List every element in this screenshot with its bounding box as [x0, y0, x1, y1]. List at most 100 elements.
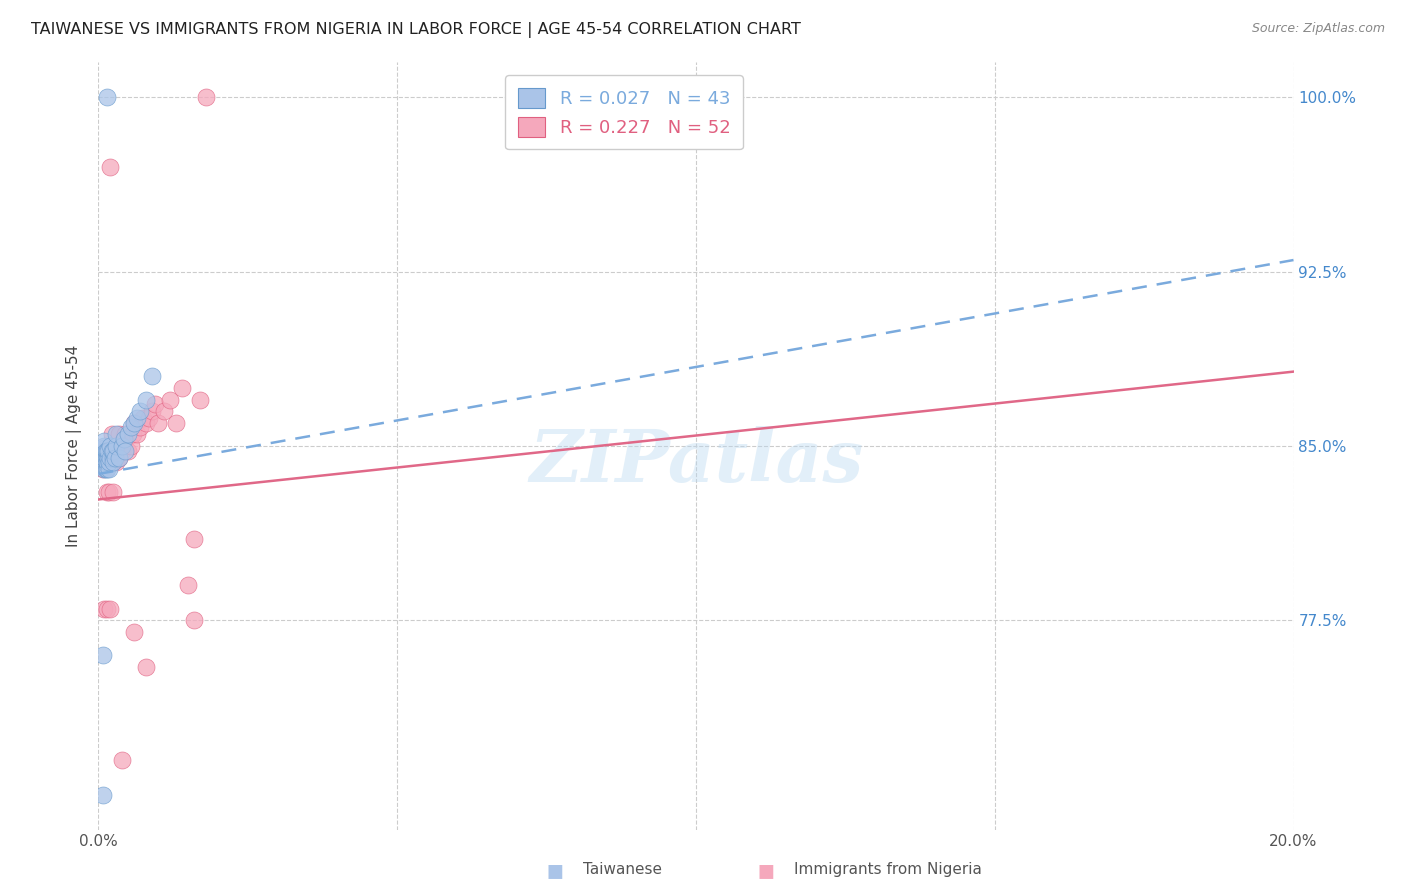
Point	[141, 404, 163, 418]
Point	[120, 420, 142, 434]
Point	[91, 788, 114, 802]
Point	[117, 443, 139, 458]
Point	[96, 450, 118, 465]
Point	[96, 443, 118, 458]
Point	[94, 443, 117, 458]
Point	[98, 485, 121, 500]
Point	[98, 455, 121, 469]
Point	[103, 485, 125, 500]
Point	[103, 455, 125, 469]
Point	[101, 455, 124, 469]
Point	[122, 427, 145, 442]
Point	[135, 392, 157, 407]
Point	[93, 439, 115, 453]
Point	[165, 416, 187, 430]
Point	[93, 601, 115, 615]
Point	[93, 442, 115, 456]
Point	[129, 404, 152, 418]
Point	[97, 443, 120, 458]
Point	[135, 416, 157, 430]
Point	[96, 485, 118, 500]
Point	[103, 443, 125, 458]
Point	[132, 411, 155, 425]
Point	[138, 411, 160, 425]
Point	[91, 648, 114, 663]
Point	[172, 381, 194, 395]
Point	[97, 450, 120, 465]
Point	[93, 455, 115, 469]
Point	[105, 439, 128, 453]
Point	[98, 462, 121, 476]
Point	[101, 450, 124, 465]
Point	[124, 416, 146, 430]
Point	[93, 450, 115, 465]
Point	[100, 443, 122, 458]
Point	[98, 450, 122, 465]
Point	[143, 397, 166, 411]
Point	[94, 450, 117, 465]
Text: ▪: ▪	[756, 855, 776, 884]
Point	[108, 450, 131, 465]
Legend: R = 0.027   N = 43, R = 0.227   N = 52: R = 0.027 N = 43, R = 0.227 N = 52	[506, 75, 742, 149]
Text: Source: ZipAtlas.com: Source: ZipAtlas.com	[1251, 22, 1385, 36]
Point	[98, 601, 122, 615]
Text: ZIPatlas: ZIPatlas	[529, 425, 863, 497]
Point	[129, 420, 152, 434]
Point	[111, 753, 134, 767]
Point	[105, 455, 128, 469]
Point	[183, 532, 205, 546]
Point	[108, 427, 131, 442]
Point	[104, 443, 127, 458]
Y-axis label: In Labor Force | Age 45-54: In Labor Force | Age 45-54	[66, 345, 83, 547]
Point	[120, 439, 142, 453]
Point	[159, 392, 181, 407]
Point	[114, 427, 136, 442]
Point	[93, 434, 115, 449]
Point	[97, 443, 120, 458]
Point	[96, 462, 118, 476]
Point	[98, 455, 121, 469]
Point	[153, 404, 176, 418]
Point	[105, 439, 128, 453]
Point	[94, 443, 117, 458]
Point	[183, 613, 205, 627]
Point	[96, 450, 118, 465]
Point	[108, 450, 131, 465]
Point	[96, 455, 118, 469]
Point	[96, 601, 118, 615]
Point	[93, 446, 115, 460]
Point	[127, 427, 149, 442]
Point	[141, 369, 163, 384]
Point	[111, 443, 134, 458]
Point	[177, 578, 200, 592]
Point	[94, 450, 117, 465]
Point	[96, 458, 118, 472]
Point	[112, 432, 135, 446]
Point	[148, 416, 170, 430]
Point	[124, 416, 146, 430]
Point	[96, 90, 118, 104]
Point	[135, 660, 157, 674]
Point	[94, 462, 117, 476]
Point	[98, 450, 122, 465]
Text: TAIWANESE VS IMMIGRANTS FROM NIGERIA IN LABOR FORCE | AGE 45-54 CORRELATION CHAR: TAIWANESE VS IMMIGRANTS FROM NIGERIA IN …	[31, 22, 801, 38]
Text: Immigrants from Nigeria: Immigrants from Nigeria	[794, 863, 983, 877]
Text: ▪: ▪	[546, 855, 565, 884]
Point	[103, 443, 125, 458]
Point	[93, 455, 115, 469]
Point	[93, 462, 115, 476]
Point	[100, 427, 122, 442]
Point	[98, 160, 122, 174]
Point	[104, 450, 127, 465]
Text: Taiwanese: Taiwanese	[583, 863, 662, 877]
Point	[91, 462, 114, 476]
Point	[195, 90, 218, 104]
Point	[124, 624, 146, 639]
Point	[111, 439, 134, 453]
Point	[98, 439, 122, 453]
Point	[114, 443, 136, 458]
Point	[127, 411, 149, 425]
Point	[117, 427, 139, 442]
Point	[93, 443, 115, 458]
Point	[112, 439, 135, 453]
